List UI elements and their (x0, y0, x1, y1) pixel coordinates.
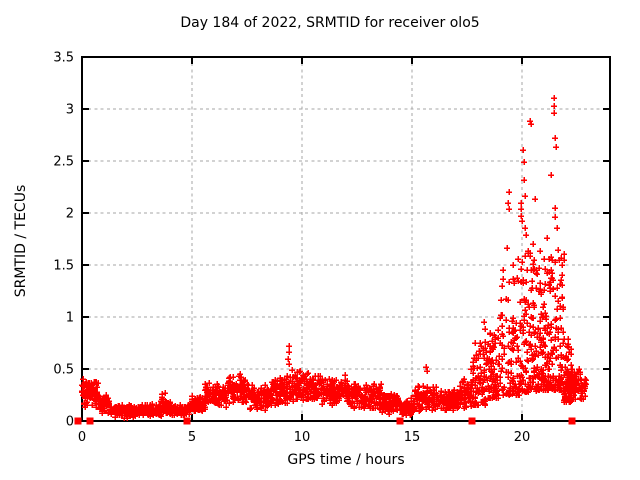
svg-text:0: 0 (66, 415, 74, 430)
gridlines (82, 57, 610, 421)
svg-text:1: 1 (66, 311, 74, 326)
svg-text:2: 2 (66, 207, 74, 222)
svg-text:3.5: 3.5 (53, 51, 74, 66)
svg-text:10: 10 (294, 430, 311, 445)
scatter-points (79, 95, 589, 421)
svg-text:1.5: 1.5 (53, 259, 74, 274)
svg-text:20: 20 (514, 430, 531, 445)
x-tick-labels: 0 5 10 15 20 (78, 430, 530, 445)
x-axis-label: GPS time / hours (287, 452, 405, 468)
zero-flag-markers (74, 417, 576, 425)
svg-text:15: 15 (404, 430, 421, 445)
svg-text:3: 3 (66, 103, 74, 118)
chart-title: Day 184 of 2022, SRMTID for receiver olo… (180, 15, 480, 31)
tick-marks (81, 56, 610, 422)
svg-text:0.5: 0.5 (53, 363, 74, 378)
y-tick-labels: 0 0.5 1 1.5 2 2.5 3 3.5 (53, 51, 74, 430)
svg-text:5: 5 (188, 430, 196, 445)
plot-border (81, 56, 611, 422)
svg-text:0: 0 (78, 430, 86, 445)
svg-text:2.5: 2.5 (53, 155, 74, 170)
